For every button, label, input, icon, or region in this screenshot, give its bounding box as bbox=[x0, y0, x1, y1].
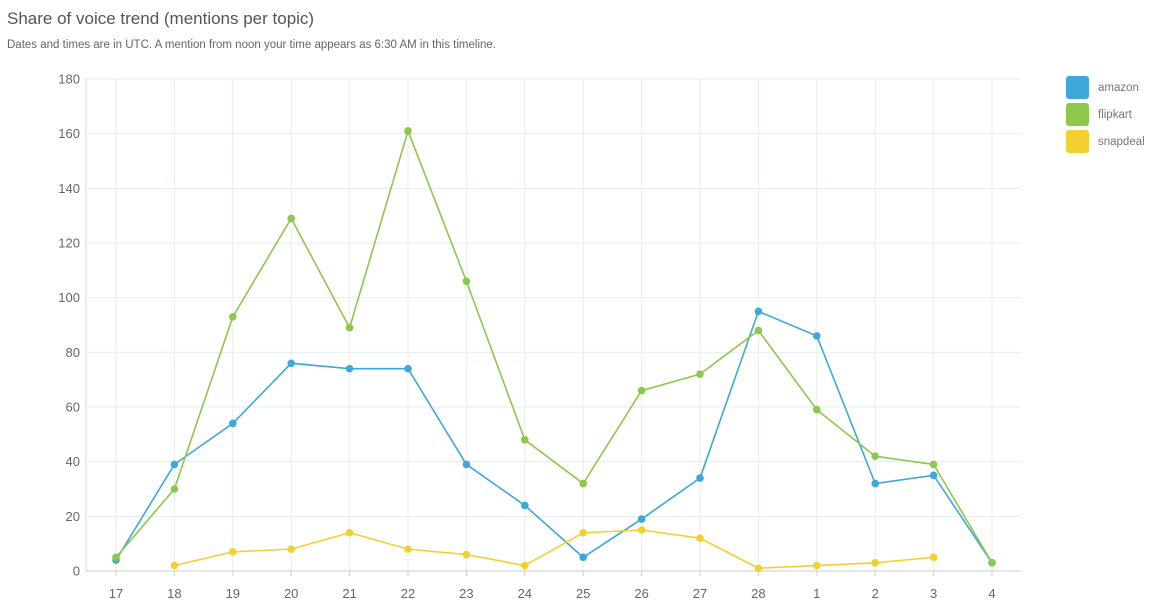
y-tick-label: 140 bbox=[58, 181, 80, 196]
x-tick-label: 28 bbox=[751, 586, 765, 601]
y-tick-label: 40 bbox=[66, 454, 80, 469]
x-tick-label: 4 bbox=[988, 586, 995, 601]
data-point-amazon bbox=[871, 479, 879, 488]
x-tick-label: 1 bbox=[813, 586, 820, 601]
data-point-flipkart bbox=[754, 326, 763, 335]
x-tick-label: 20 bbox=[284, 586, 298, 601]
data-point-flipkart bbox=[579, 479, 587, 488]
x-tick-label: 18 bbox=[167, 586, 181, 601]
data-point-amazon bbox=[170, 460, 179, 469]
x-tick-label: 27 bbox=[693, 586, 707, 601]
data-point-flipkart bbox=[871, 452, 879, 461]
data-point-snapdeal bbox=[754, 564, 763, 573]
legend-label-snapdeal: snapdeal bbox=[1098, 135, 1145, 148]
data-point-amazon bbox=[637, 515, 646, 523]
data-point-snapdeal bbox=[637, 526, 646, 534]
x-tick-label: 25 bbox=[576, 586, 590, 601]
y-tick-label: 20 bbox=[66, 509, 80, 524]
data-point-snapdeal bbox=[813, 561, 821, 570]
data-point-amazon bbox=[462, 460, 471, 469]
data-point-flipkart bbox=[404, 127, 412, 135]
data-point-amazon bbox=[229, 419, 237, 428]
y-tick-label: 120 bbox=[58, 236, 80, 251]
data-point-snapdeal bbox=[345, 528, 354, 537]
y-tick-label: 180 bbox=[58, 72, 80, 87]
y-tick-label: 80 bbox=[66, 345, 80, 360]
data-point-flipkart bbox=[521, 436, 529, 444]
data-point-snapdeal bbox=[170, 561, 179, 570]
data-point-amazon bbox=[754, 307, 763, 316]
x-tick-label: 26 bbox=[634, 586, 648, 601]
data-point-flipkart bbox=[229, 313, 237, 321]
data-point-amazon bbox=[287, 359, 296, 368]
legend-label-flipkart: flipkart bbox=[1098, 108, 1132, 121]
legend-swatch-amazon bbox=[1066, 76, 1089, 99]
x-tick-label: 19 bbox=[226, 586, 240, 601]
data-point-flipkart bbox=[813, 405, 821, 414]
x-tick-label: 17 bbox=[109, 586, 123, 601]
data-point-flipkart bbox=[170, 485, 179, 493]
legend-swatch-snapdeal bbox=[1066, 130, 1089, 153]
legend-item-flipkart[interactable]: flipkart bbox=[1066, 101, 1145, 128]
x-tick-label: 3 bbox=[930, 586, 937, 601]
data-point-flipkart bbox=[988, 559, 996, 567]
data-point-snapdeal bbox=[287, 545, 296, 553]
x-tick-label: 24 bbox=[518, 586, 532, 601]
data-point-flipkart bbox=[929, 460, 938, 469]
legend-item-amazon[interactable]: amazon bbox=[1066, 74, 1145, 101]
series-line-amazon bbox=[115, 310, 993, 564]
data-point-amazon bbox=[929, 471, 938, 480]
data-point-amazon bbox=[521, 501, 529, 510]
data-point-snapdeal bbox=[929, 553, 938, 562]
data-point-snapdeal bbox=[404, 545, 412, 553]
y-tick-label: 0 bbox=[73, 564, 80, 579]
x-tick-label: 23 bbox=[459, 586, 473, 601]
data-point-amazon bbox=[813, 332, 821, 340]
data-point-flipkart bbox=[637, 386, 646, 395]
chart-title: Share of voice trend (mentions per topic… bbox=[7, 9, 315, 28]
data-point-flipkart bbox=[345, 323, 354, 332]
legend-item-snapdeal[interactable]: snapdeal bbox=[1066, 128, 1145, 155]
data-point-amazon bbox=[579, 553, 587, 562]
x-tick-label: 22 bbox=[401, 586, 415, 601]
data-point-snapdeal bbox=[229, 548, 237, 556]
data-point-snapdeal bbox=[696, 534, 704, 542]
legend: amazon flipkart snapdeal bbox=[1066, 74, 1145, 155]
y-tick-label: 100 bbox=[58, 290, 80, 305]
legend-swatch-flipkart bbox=[1066, 103, 1089, 126]
data-point-amazon bbox=[696, 474, 704, 482]
y-tick-label: 160 bbox=[58, 126, 80, 141]
x-tick-label: 2 bbox=[872, 586, 879, 601]
chart-subtitle: Dates and times are in UTC. A mention fr… bbox=[7, 39, 496, 51]
y-tick-label: 60 bbox=[66, 400, 80, 415]
data-point-amazon bbox=[404, 364, 412, 373]
data-point-flipkart bbox=[112, 553, 120, 562]
series-line-snapdeal bbox=[174, 529, 934, 570]
data-point-snapdeal bbox=[462, 550, 471, 559]
data-point-flipkart bbox=[696, 370, 704, 379]
legend-label-amazon: amazon bbox=[1098, 81, 1139, 94]
data-point-flipkart bbox=[462, 277, 471, 286]
x-tick-label: 21 bbox=[342, 586, 356, 601]
data-point-flipkart bbox=[287, 214, 296, 223]
data-point-snapdeal bbox=[521, 561, 529, 570]
series-line-flipkart bbox=[115, 128, 993, 564]
data-point-snapdeal bbox=[871, 559, 879, 567]
data-point-amazon bbox=[345, 364, 354, 373]
data-point-snapdeal bbox=[579, 528, 587, 537]
